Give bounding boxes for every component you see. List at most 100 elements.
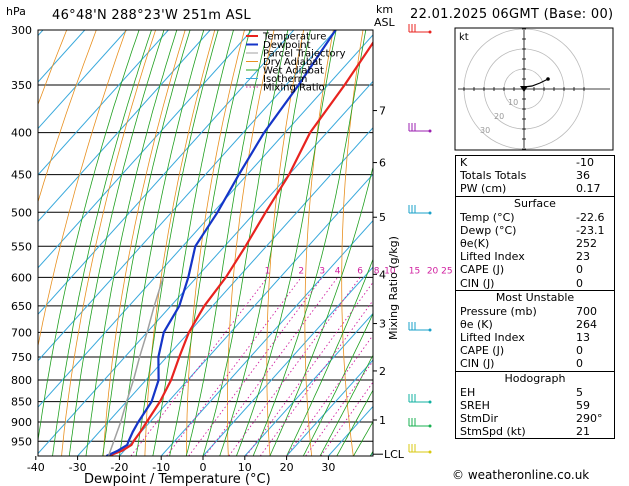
wind-barbs — [408, 24, 432, 454]
stmspd-label: StmSpd (kt) — [460, 425, 526, 439]
km-label: km — [376, 3, 393, 16]
surface-cin-value: 0 — [576, 276, 583, 290]
isotherm-line — [38, 30, 336, 362]
legend-label: Dewpoint — [263, 40, 311, 51]
x-axis-label: Dewpoint / Temperature (°C) — [84, 472, 271, 486]
pw-label: PW (cm) — [460, 182, 507, 196]
sreh-row: SREH 59 — [456, 399, 614, 412]
isotherm-line — [38, 30, 127, 130]
legend-label: Wet Adiabat — [263, 66, 324, 77]
k-row: K -10 — [456, 156, 614, 169]
plot-frame — [37, 29, 374, 457]
pressure-tick-label: 950 — [11, 435, 32, 448]
indices-table: K -10 Totals Totals 36 PW (cm) 0.17 Surface… — [455, 155, 615, 440]
surface-li-value: 23 — [576, 250, 590, 264]
mixing-ratio-line — [245, 281, 373, 456]
surface-li-label: Lifted Index — [460, 250, 525, 264]
wind-barb-dot — [428, 400, 432, 404]
surface-theta-label: θe(K) — [460, 236, 490, 250]
dry-adiabat-line — [38, 30, 127, 348]
x-tick-label: -40 — [27, 461, 45, 474]
surface-cin-row: CIN (J) 0 — [456, 277, 614, 290]
surface-theta-row: θe(K) 252 — [456, 237, 614, 250]
wet-adiabat-line — [52, 30, 152, 456]
surface-cape-label: CAPE (J) — [460, 263, 505, 277]
isotherm-line — [38, 30, 211, 223]
pressure-tick-label: 850 — [11, 396, 32, 409]
surface-dewp-row: Dewp (°C) -23.1 — [456, 224, 614, 237]
hpa-label: hPa — [6, 5, 26, 18]
parcel-trajectory-trace — [107, 277, 164, 456]
legend-label: Parcel Trajectory — [263, 49, 346, 60]
wind-barb-dot — [428, 328, 432, 332]
hodograph-unit-label: kt — [459, 32, 469, 43]
mixing-ratio-label: 1 — [265, 266, 271, 276]
x-tick-label: -20 — [110, 461, 128, 474]
legend-label: Mixing Ratio — [263, 83, 325, 94]
isotherm-line — [38, 30, 295, 315]
sreh-value: 59 — [576, 398, 590, 412]
hodograph-trace — [523, 78, 549, 88]
mixing-ratio-line — [320, 381, 373, 456]
x-tick-label: -10 — [152, 461, 170, 474]
wind-barb-dot — [428, 424, 432, 428]
pressure-tick-label: 800 — [11, 374, 32, 387]
mu-cin-label: CIN (J) — [460, 357, 495, 371]
mu-cin-value: 0 — [576, 357, 583, 371]
sreh-label: SREH — [460, 398, 490, 412]
dry-adiabat-line — [341, 30, 364, 456]
isotherm-line — [160, 219, 373, 456]
eh-label: EH — [460, 385, 476, 399]
pressure-tick-label: 400 — [11, 127, 32, 140]
x-tick-label: 30 — [321, 461, 335, 474]
mu-theta-value: 264 — [576, 317, 597, 331]
stmspd-value: 21 — [576, 425, 590, 439]
mixing-ratio-axis-label: Mixing Ratio (g/kg) — [387, 236, 400, 340]
mixing-ratio-label: 3 — [319, 266, 325, 276]
isotherm-line — [244, 312, 373, 456]
k-label: K — [460, 156, 468, 169]
wind-barb-dot — [428, 211, 432, 215]
mu-li-row: Lifted Index 13 — [456, 331, 614, 344]
pressure-tick-label: 450 — [11, 169, 32, 182]
surface-temp-row: Temp (°C) -22.6 — [456, 211, 614, 224]
wet-adiabat-line — [169, 30, 251, 456]
dry-adiabat-line — [102, 30, 186, 456]
surface-dewp-value: -23.1 — [576, 223, 605, 237]
hodograph-ring-label: 10 — [508, 98, 518, 107]
pw-value: 0.17 — [576, 182, 601, 196]
isotherm-line — [77, 127, 373, 456]
legend-label: Temperature — [262, 32, 326, 43]
copyright[interactable]: © weatheronline.co.uk — [452, 468, 590, 482]
mixing-ratio-line — [130, 277, 268, 456]
surface-cin-label: CIN (J) — [460, 276, 495, 290]
surface-cape-value: 0 — [576, 263, 583, 277]
wind-barb-dot — [428, 30, 432, 34]
mu-pres-row: Pressure (mb) 700 — [456, 305, 614, 318]
k-value: -10 — [576, 156, 594, 169]
temperature-trace — [108, 40, 373, 456]
surface-dewp-label: Dewp (°C) — [460, 223, 517, 237]
stmdir-value: 290° — [576, 412, 603, 425]
mixing-ratio-label: 4 — [335, 266, 341, 276]
isotherm-line — [38, 34, 373, 408]
x-tick-label: 0 — [200, 461, 207, 474]
km-tick-label: 3 — [379, 318, 386, 331]
pressure-tick-label: 350 — [11, 79, 32, 92]
mu-theta-row: θe (K) 264 — [456, 318, 614, 331]
wet-adiabat-line — [269, 165, 373, 456]
wet-adiabat-line — [135, 30, 219, 456]
surface-temp-label: Temp (°C) — [460, 210, 515, 224]
storm-motion-marker — [520, 86, 528, 92]
mixing-ratio-label: 15 — [409, 266, 420, 276]
stmspd-row: StmSpd (kt) 21 — [456, 425, 614, 438]
dry-adiabat-line — [304, 30, 334, 456]
dry-adiabat-line — [226, 30, 275, 456]
pressure-tick-label: 300 — [11, 24, 32, 37]
tt-label: Totals Totals — [460, 169, 527, 183]
mixing-ratio-label: 20 — [427, 266, 439, 276]
pressure-tick-label: 900 — [11, 416, 32, 429]
mu-title: Most Unstable — [495, 290, 575, 304]
isotherm-line — [286, 359, 373, 456]
